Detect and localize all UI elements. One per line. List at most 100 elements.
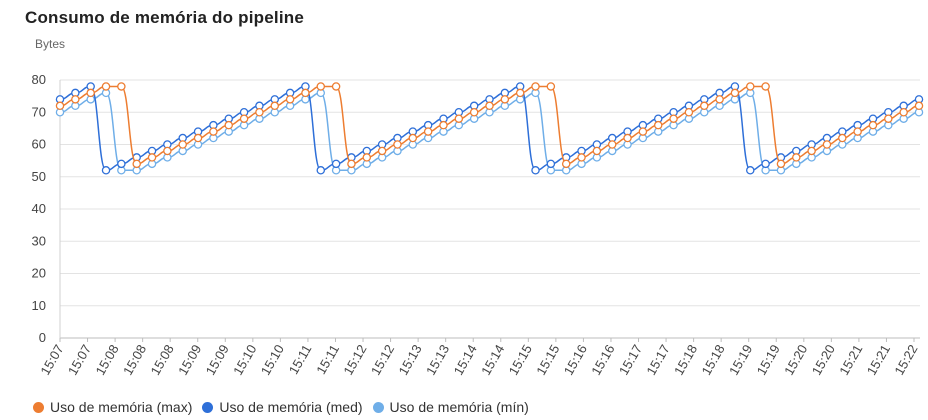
y-tick-label: 30 (32, 233, 46, 248)
x-tick-label: 15:07 (65, 342, 94, 378)
data-point (577, 153, 586, 162)
chart-title: Consumo de memória do pipeline (25, 8, 304, 27)
x-tick-label: 15:10 (258, 342, 287, 378)
data-point (715, 95, 724, 104)
legend-item[interactable]: Uso de memória (max) (33, 399, 192, 415)
x-tick-label: 15:10 (230, 342, 259, 378)
legend-label: Uso de memória (med) (219, 399, 363, 415)
x-tick-label: 15:12 (340, 342, 369, 378)
data-point (163, 146, 172, 156)
data-point (838, 133, 847, 143)
y-tick-label: 20 (32, 266, 46, 281)
data-point (561, 159, 571, 169)
x-tick-label: 15:14 (451, 342, 480, 378)
data-point (454, 114, 464, 123)
data-point (132, 159, 141, 169)
data-point (853, 127, 862, 136)
x-tick-label: 15:11 (286, 342, 315, 377)
data-point (746, 82, 755, 91)
data-point (101, 82, 111, 91)
data-point (209, 127, 218, 136)
data-point (147, 153, 157, 162)
data-point (776, 159, 786, 169)
x-tick-label: 15:13 (395, 342, 424, 378)
data-point (316, 166, 326, 175)
line-chart: 0102030405060708015:0715:0715:0815:0815:… (32, 72, 924, 378)
data-point (193, 133, 203, 143)
data-point (761, 82, 770, 91)
x-tick-label: 15:19 (754, 342, 783, 378)
x-tick-label: 15:16 (588, 342, 617, 378)
data-point (485, 101, 494, 111)
x-tick-label: 15:21 (864, 342, 893, 378)
data-point (546, 159, 556, 169)
x-tick-label: 15:18 (698, 342, 727, 378)
x-tick-label: 15:19 (726, 342, 755, 378)
legend-item[interactable]: Uso de memória (mín) (372, 399, 529, 415)
x-tick-label: 15:18 (671, 342, 700, 378)
data-point (55, 101, 65, 111)
y-tick-label: 70 (32, 104, 46, 119)
x-tick-label: 15:14 (478, 342, 507, 378)
data-point (914, 101, 924, 111)
data-point (500, 95, 510, 104)
x-tick-label: 15:17 (643, 342, 672, 378)
y-axis-label: Bytes (35, 37, 66, 51)
data-point (669, 114, 678, 123)
data-point (761, 159, 770, 169)
chart-legend: Uso de memória (max) Uso de memória (med)… (33, 399, 539, 415)
data-point (730, 88, 740, 98)
x-tick-label: 15:15 (506, 342, 535, 378)
x-tick-label: 15:07 (37, 342, 66, 378)
data-point (117, 159, 126, 169)
data-point (531, 82, 540, 91)
data-point (884, 114, 893, 123)
data-point (270, 101, 279, 111)
data-point (807, 146, 816, 156)
data-point (393, 140, 402, 149)
y-tick-label: 50 (32, 169, 46, 184)
data-point (178, 140, 187, 149)
data-point (822, 140, 832, 149)
x-tick-label: 15:08 (92, 342, 121, 378)
data-point (239, 114, 249, 123)
data-point (592, 146, 602, 156)
x-tick-label: 15:12 (368, 342, 397, 378)
data-point (362, 153, 372, 162)
data-point (684, 108, 694, 117)
data-point (301, 88, 310, 98)
x-tick-label: 15:20 (781, 342, 810, 378)
legend-marker-icon (372, 401, 384, 413)
y-tick-label: 10 (32, 298, 46, 313)
x-tick-label: 15:09 (175, 342, 204, 378)
legend-label: Uso de memória (max) (50, 399, 193, 415)
data-point (86, 88, 95, 98)
y-tick-label: 40 (32, 201, 46, 216)
data-point (117, 82, 126, 91)
y-tick-label: 0 (39, 330, 46, 345)
data-point (408, 133, 418, 143)
data-point (531, 166, 540, 175)
data-point (377, 146, 387, 156)
legend-marker-icon (33, 401, 44, 413)
data-point (255, 108, 264, 117)
data-point (423, 127, 433, 136)
x-tick-label: 15:22 (891, 342, 920, 378)
x-tick-label: 15:16 (561, 342, 590, 378)
x-tick-label: 15:20 (809, 342, 838, 378)
legend-marker-icon (202, 401, 214, 413)
data-point (515, 88, 525, 98)
x-tick-label: 15:17 (616, 342, 645, 378)
legend-item[interactable]: Uso de memória (med) (202, 399, 363, 415)
data-point (347, 159, 356, 169)
y-tick-label: 80 (32, 72, 46, 87)
data-point (653, 120, 663, 130)
data-point (316, 82, 326, 91)
x-tick-label: 15:08 (148, 342, 177, 378)
data-point (469, 108, 479, 117)
data-point (331, 82, 341, 91)
x-tick-label: 15:08 (120, 342, 149, 378)
x-tick-label: 15:21 (836, 342, 865, 378)
data-point (439, 120, 448, 130)
data-point (285, 95, 295, 104)
